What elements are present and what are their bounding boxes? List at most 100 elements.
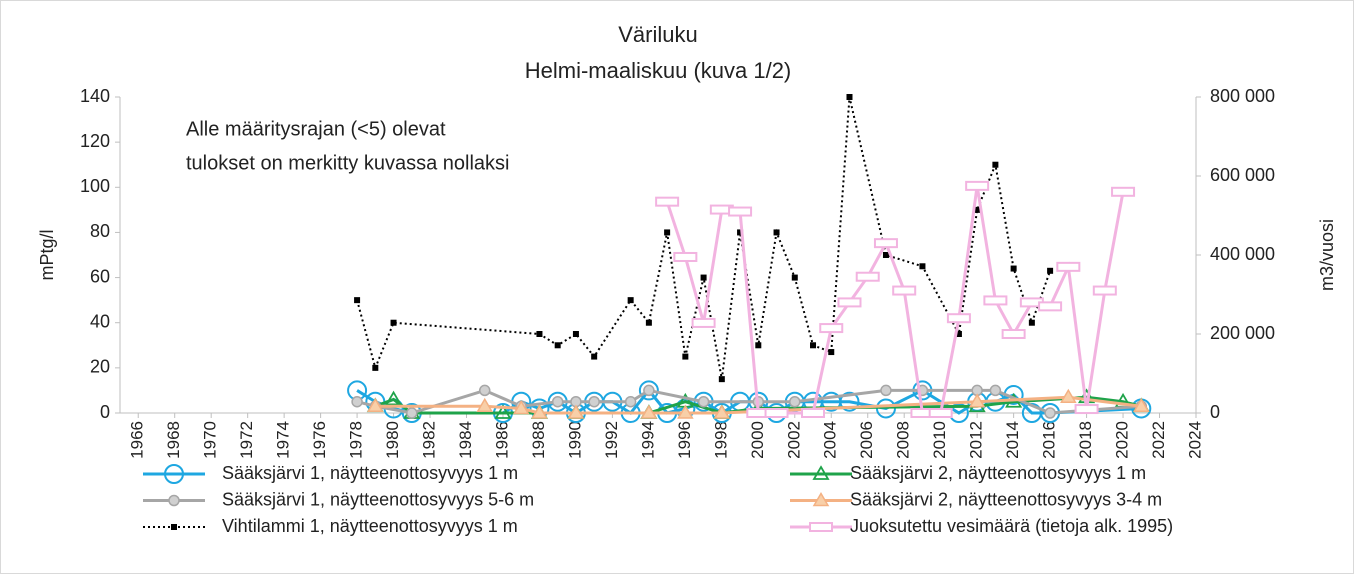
series-marker xyxy=(828,349,835,356)
series-marker xyxy=(1132,397,1150,412)
series-marker xyxy=(983,295,1008,306)
x-tick-label: 2002 xyxy=(784,421,803,459)
legend-marker xyxy=(812,465,830,480)
chart-title: Väriluku xyxy=(618,22,697,47)
series-marker xyxy=(892,285,917,296)
series-marker xyxy=(351,395,363,408)
series-marker xyxy=(554,342,561,349)
x-tick-label: 1988 xyxy=(529,421,548,459)
series-marker xyxy=(965,180,990,191)
series-marker xyxy=(697,395,710,408)
series-marker xyxy=(946,313,971,324)
y-tick-label: 120 xyxy=(80,131,110,151)
x-tick-label: 2006 xyxy=(857,421,876,459)
series-marker xyxy=(494,404,512,419)
series-marker xyxy=(638,380,659,401)
series-marker xyxy=(567,404,585,419)
x-tick-label: 2008 xyxy=(894,421,913,459)
series-marker xyxy=(1001,329,1026,339)
series-marker xyxy=(664,229,671,236)
series-marker xyxy=(989,384,1002,397)
legend-marker xyxy=(168,494,180,507)
x-tick-label: 1974 xyxy=(274,421,293,459)
y-axis-title: mPtg/l xyxy=(37,229,57,280)
y-tick-label: 100 xyxy=(80,176,110,196)
series-marker xyxy=(406,407,418,419)
x-tick-label: 2000 xyxy=(748,421,767,459)
series-marker xyxy=(591,353,598,360)
series-marker xyxy=(955,331,962,337)
series-marker xyxy=(673,251,698,262)
series-marker xyxy=(1038,301,1063,312)
x-tick-label: 1992 xyxy=(602,421,621,459)
series-marker xyxy=(810,342,817,349)
series-marker xyxy=(1028,319,1035,326)
x-tick-label: 1968 xyxy=(164,421,183,459)
legend-label: Sääksjärvi 1, näytteenottosyvyys 1 m xyxy=(222,463,518,483)
x-tick-label: 2016 xyxy=(1040,421,1059,459)
series-marker xyxy=(682,353,689,360)
series-marker xyxy=(873,238,898,249)
series-marker xyxy=(819,323,844,334)
series-marker xyxy=(367,397,384,412)
y2-tick-label: 0 xyxy=(1210,402,1220,422)
x-tick-label: 2014 xyxy=(1003,421,1022,459)
series-marker xyxy=(968,393,986,408)
y-tick-label: 40 xyxy=(90,311,110,331)
series-marker xyxy=(512,399,530,415)
series-marker xyxy=(1111,186,1136,197)
legend-label: Vihtilammi 1, näytteenottosyvyys 1 m xyxy=(222,516,518,536)
legend-marker xyxy=(164,464,184,484)
series-line xyxy=(356,96,1052,380)
series-marker xyxy=(700,274,707,281)
x-tick-label: 1972 xyxy=(237,421,256,459)
x-tick-label: 2018 xyxy=(1076,421,1095,459)
x-tick-label: 2020 xyxy=(1113,421,1132,459)
series-marker xyxy=(627,297,634,304)
series-marker xyxy=(713,404,731,419)
series-marker xyxy=(476,397,494,412)
x-tick-label: 2022 xyxy=(1149,421,1168,459)
chart-subtitle: Helmi-maaliskuu (kuva 1/2) xyxy=(525,58,792,83)
series-marker xyxy=(846,94,853,100)
series-marker xyxy=(718,376,725,383)
series-marker xyxy=(1056,261,1081,272)
x-tick-label: 1996 xyxy=(675,421,694,459)
series-marker xyxy=(1092,285,1117,296)
series-marker xyxy=(855,271,880,282)
y2-tick-label: 600 000 xyxy=(1210,165,1275,185)
series-marker xyxy=(588,395,600,408)
legend-label: Juoksutettu vesimäärä (tietoja alk. 1995… xyxy=(850,516,1173,536)
series-marker xyxy=(572,331,579,337)
series-marker xyxy=(764,408,789,418)
x-tick-label: 1976 xyxy=(310,421,329,459)
x-tick-label: 1978 xyxy=(347,421,366,459)
series-marker xyxy=(531,404,548,419)
series-marker xyxy=(640,404,658,419)
series-marker xyxy=(882,252,889,258)
y-tick-label: 60 xyxy=(90,266,110,286)
series-marker xyxy=(655,196,680,207)
series-marker xyxy=(839,391,860,412)
series-marker xyxy=(974,206,981,213)
series-marker xyxy=(801,408,826,418)
series-marker xyxy=(919,263,926,270)
x-tick-label: 1980 xyxy=(383,421,402,459)
series-marker xyxy=(691,317,716,328)
series-marker xyxy=(1010,265,1017,272)
series-marker xyxy=(737,229,744,236)
y2-tick-label: 800 000 xyxy=(1210,86,1275,106)
x-tick-label: 1994 xyxy=(638,421,657,459)
series-marker xyxy=(773,229,780,236)
x-tick-label: 1966 xyxy=(128,421,147,459)
series-marker xyxy=(755,342,762,349)
x-tick-label: 2024 xyxy=(1185,421,1204,459)
x-tick-label: 1986 xyxy=(492,421,511,459)
legend-marker xyxy=(171,524,177,530)
series-marker xyxy=(880,384,892,397)
series-marker xyxy=(1060,388,1077,403)
x-tick-label: 1990 xyxy=(565,421,584,459)
series-marker xyxy=(645,319,652,326)
